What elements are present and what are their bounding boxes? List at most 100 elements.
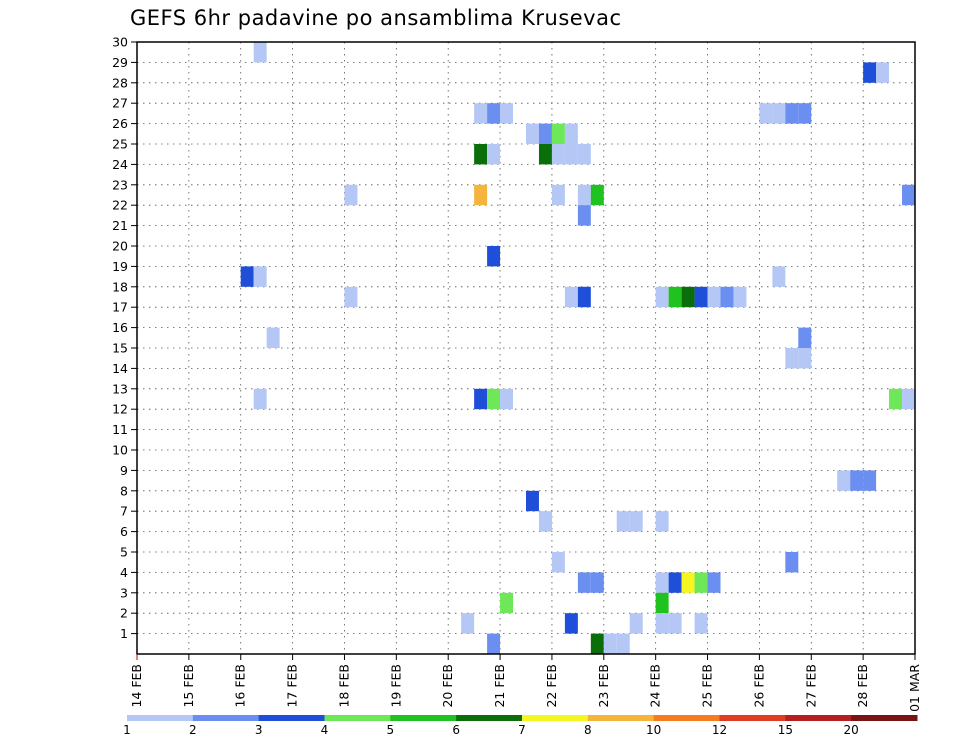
precip-cell xyxy=(707,572,721,593)
precip-cell xyxy=(487,633,501,654)
legend-swatch xyxy=(456,715,523,721)
precip-cell xyxy=(889,388,903,410)
x-tick-label: 18 FEB xyxy=(336,664,351,708)
x-tick-label: 26 FEB xyxy=(751,664,766,708)
precip-cell xyxy=(863,470,877,491)
precip-cell xyxy=(564,286,578,308)
precip-cell xyxy=(538,511,552,532)
precip-cell xyxy=(253,42,267,63)
legend-label: 20 xyxy=(844,723,859,737)
precip-cell xyxy=(564,123,578,144)
precip-cell xyxy=(902,388,915,410)
y-tick-label: 17 xyxy=(112,300,128,315)
precip-cell xyxy=(253,266,267,287)
legend-swatch xyxy=(390,715,457,721)
y-tick-label: 16 xyxy=(112,320,128,335)
precip-cells xyxy=(240,42,915,654)
x-tick-label: 01 MAR xyxy=(907,664,922,712)
y-tick-label: 10 xyxy=(112,443,128,458)
precip-cell xyxy=(603,633,617,654)
legend-label: 6 xyxy=(452,723,460,737)
legend-label: 4 xyxy=(321,723,329,737)
y-tick-label: 23 xyxy=(112,177,128,192)
precip-cell xyxy=(487,103,501,124)
precip-cell xyxy=(500,388,514,410)
legend-swatch xyxy=(324,715,391,721)
precip-cell xyxy=(733,286,747,308)
precip-cell xyxy=(798,327,812,348)
y-tick-label: 26 xyxy=(112,116,128,131)
x-tick-label: 15 FEB xyxy=(181,664,196,708)
precip-cell xyxy=(616,633,630,654)
y-tick-label: 1 xyxy=(120,626,128,641)
legend-swatch xyxy=(127,715,194,721)
precip-cell xyxy=(655,511,669,532)
x-tick-label: 20 FEB xyxy=(440,664,455,708)
precip-cell xyxy=(694,286,708,308)
precip-cell xyxy=(551,184,565,206)
x-tick-label: 24 FEB xyxy=(648,664,663,708)
color-legend: 1 2 3 4 5 6 7 8 10 12 15 20 xyxy=(123,715,918,737)
legend-swatch xyxy=(587,715,655,721)
precip-cell xyxy=(655,572,669,593)
y-tick-label: 27 xyxy=(112,96,128,111)
legend-label: 2 xyxy=(189,723,197,737)
x-axis-ticks: 14 FEB 15 FEB 16 FEB 17 FEB 18 FEB 19 FEB 20 F… xyxy=(129,654,922,712)
legend-label: 15 xyxy=(778,723,793,737)
precip-cell xyxy=(474,103,488,124)
precip-cell xyxy=(577,144,591,165)
precip-cell xyxy=(240,266,254,287)
y-tick-label: 19 xyxy=(112,259,128,274)
y-tick-label: 21 xyxy=(112,218,128,233)
precip-cell xyxy=(500,103,514,124)
y-tick-label: 15 xyxy=(112,341,128,356)
chart-title: GEFS 6hr padavine po ansamblima Krusevac xyxy=(130,6,622,30)
legend-swatch xyxy=(653,715,720,721)
precip-cell xyxy=(681,286,695,308)
y-tick-label: 24 xyxy=(112,157,128,172)
precip-cell xyxy=(474,184,488,206)
y-tick-label: 9 xyxy=(120,463,128,478)
precip-cell xyxy=(577,572,591,593)
y-tick-label: 29 xyxy=(112,55,128,70)
precip-cell xyxy=(655,613,669,634)
precip-cell xyxy=(551,123,565,144)
precip-cell xyxy=(681,572,695,593)
x-tick-label: 22 FEB xyxy=(544,664,559,708)
precip-cell xyxy=(785,103,799,124)
precip-cell xyxy=(538,144,552,165)
legend-label: 10 xyxy=(646,723,661,737)
precip-cell xyxy=(694,613,708,634)
precip-cell xyxy=(266,327,280,348)
legend-swatch xyxy=(192,715,260,721)
precip-cell xyxy=(500,592,514,614)
precip-cell xyxy=(577,286,591,308)
x-tick-label: 21 FEB xyxy=(492,664,507,708)
x-tick-label: 23 FEB xyxy=(596,664,611,708)
precip-cell xyxy=(876,62,890,83)
y-tick-label: 18 xyxy=(112,279,128,294)
y-tick-label: 6 xyxy=(120,524,128,539)
precip-cell xyxy=(837,470,851,491)
precip-cell xyxy=(902,184,915,206)
y-tick-label: 11 xyxy=(112,422,128,437)
legend-swatch xyxy=(258,715,325,721)
precip-cell xyxy=(668,286,682,308)
precip-cell xyxy=(798,103,812,124)
precip-cell xyxy=(474,144,488,165)
legend-swatch xyxy=(719,715,786,721)
precip-cell xyxy=(526,490,539,512)
precip-cell xyxy=(564,613,578,634)
precip-cell xyxy=(772,266,786,287)
precip-cell xyxy=(487,246,501,267)
precip-cell xyxy=(551,552,565,573)
y-axis-ticks: 1234567891011121314151617181920212223242… xyxy=(112,35,137,641)
precip-cell xyxy=(798,348,812,369)
legend-label: 12 xyxy=(712,723,727,737)
precip-cell xyxy=(668,572,682,593)
precip-cell xyxy=(577,184,591,206)
precip-cell xyxy=(590,572,604,593)
y-tick-label: 25 xyxy=(112,137,128,152)
x-tick-label: 19 FEB xyxy=(388,664,403,708)
y-tick-label: 12 xyxy=(112,402,128,417)
